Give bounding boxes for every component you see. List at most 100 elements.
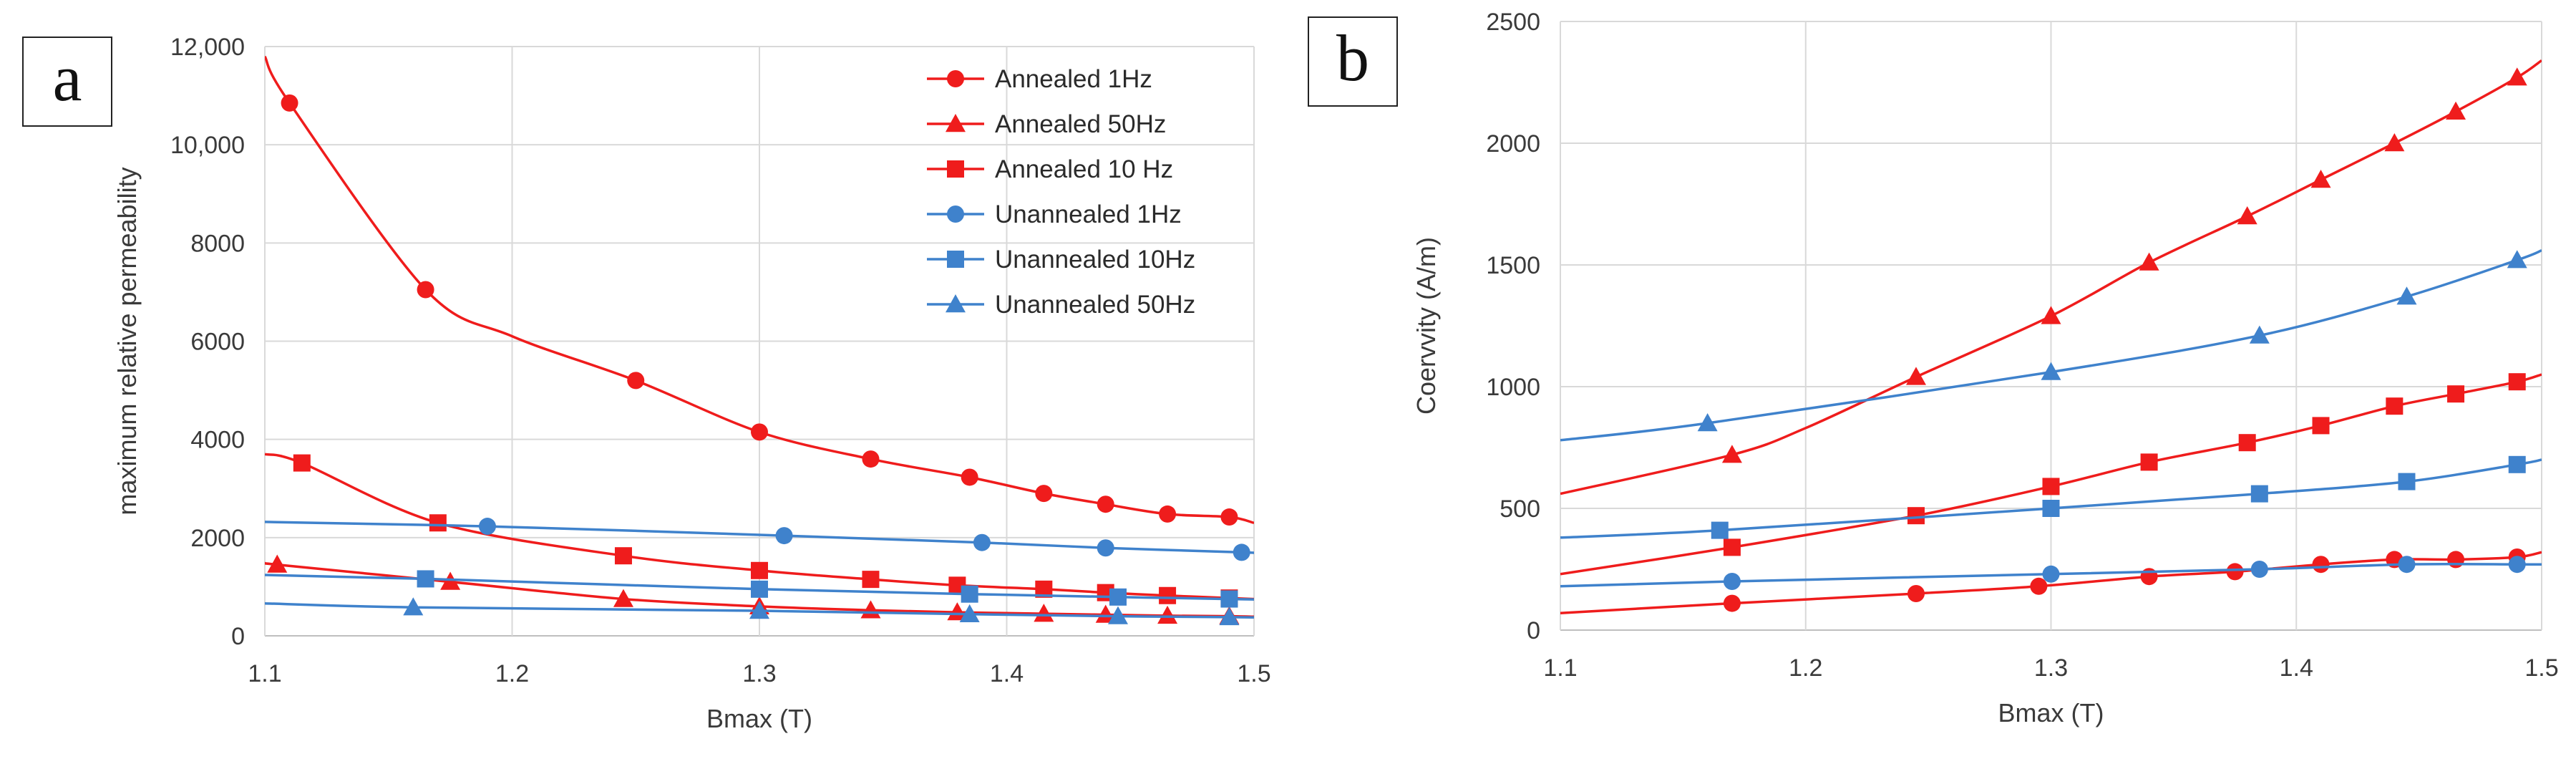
series-annealed-10-hz	[1560, 373, 2542, 576]
legend-marker	[946, 114, 966, 132]
legend-marker	[947, 205, 964, 223]
data-point	[1159, 505, 1177, 523]
x-axis-label: Bmax (T)	[706, 704, 812, 733]
y-tick-label: 6000	[190, 329, 245, 356]
x-tick-label: 1.3	[2034, 654, 2068, 682]
data-point	[749, 601, 769, 619]
data-point	[1907, 585, 1925, 602]
data-point	[613, 589, 633, 607]
x-tick-label: 1.2	[1789, 654, 1822, 682]
data-point	[961, 468, 978, 486]
legend-item: Annealed 50Hz	[927, 110, 1166, 138]
data-point	[751, 561, 768, 579]
legend-label: Unannealed 1Hz	[995, 200, 1182, 228]
data-point	[403, 597, 424, 616]
data-point	[2398, 556, 2416, 574]
panel-a-tag-label: a	[53, 42, 82, 115]
series-line	[265, 521, 1254, 554]
legend-marker	[947, 70, 964, 87]
panel-b-tag-label: b	[1336, 21, 1369, 95]
series-unannealed-1hz	[265, 518, 1254, 561]
data-point	[959, 604, 980, 623]
data-point	[2508, 373, 2526, 391]
legend-marker	[947, 251, 964, 268]
x-tick-label: 1.2	[495, 660, 529, 687]
y-tick-label: 2500	[1486, 9, 1540, 36]
data-point	[751, 580, 768, 598]
series-unannealed-10hz	[265, 570, 1254, 608]
data-point	[1233, 543, 1250, 561]
data-point	[614, 547, 632, 565]
y-tick-label: 1500	[1486, 252, 1540, 279]
data-point	[1219, 606, 1240, 626]
x-tick-label: 1.4	[2280, 654, 2313, 682]
data-point	[1034, 604, 1054, 622]
y-tick-label: 500	[1500, 495, 1540, 523]
data-point	[2250, 561, 2268, 578]
data-point	[2237, 206, 2257, 225]
data-point	[2447, 551, 2465, 569]
data-point	[2446, 101, 2466, 120]
data-point	[2249, 325, 2270, 344]
x-tick-label: 1.5	[1237, 660, 1270, 687]
data-point	[2507, 67, 2527, 86]
y-axis-label: Coervvity (A/m)	[1411, 237, 1441, 415]
data-point	[1723, 573, 1741, 590]
data-point	[2042, 478, 2060, 495]
data-point	[2310, 170, 2331, 188]
data-point	[2386, 397, 2404, 415]
data-point	[2508, 455, 2526, 473]
data-point	[267, 554, 288, 573]
data-point	[2041, 306, 2061, 324]
series-annealed-1hz	[265, 55, 1254, 526]
data-point	[1723, 594, 1741, 612]
x-tick-label: 1.4	[990, 660, 1024, 687]
panel-b-chart: 0 500 1000 1500 2000 2500 1.1 1.2 1.3 1.4 1.5 Bmax …	[1411, 9, 2559, 727]
legend-label: Unannealed 50Hz	[995, 291, 1195, 319]
data-point	[1220, 590, 1238, 608]
data-point	[2030, 577, 2048, 595]
data-point	[1109, 588, 1127, 606]
data-point	[2384, 133, 2405, 152]
data-point	[429, 514, 447, 532]
x-tick-label: 1.3	[742, 660, 776, 687]
y-tick-label: 0	[1527, 617, 1540, 644]
data-point	[1907, 507, 1925, 525]
data-point	[2507, 250, 2527, 269]
data-point	[293, 454, 311, 472]
data-point	[2312, 556, 2330, 574]
data-point	[417, 281, 434, 299]
legend-item: Unannealed 1Hz	[927, 200, 1182, 228]
data-point	[2250, 485, 2268, 503]
series-unannealed-1hz	[1560, 556, 2542, 590]
data-point	[2508, 556, 2526, 574]
legend-marker	[946, 294, 966, 313]
data-point	[627, 372, 645, 390]
panel-b-tag: b	[1308, 16, 1398, 107]
legend-label: Annealed 50Hz	[995, 110, 1166, 138]
y-tick-label: 8000	[190, 230, 245, 257]
data-point	[1095, 604, 1116, 623]
data-point	[1723, 538, 1741, 556]
legend-label: Annealed 1Hz	[995, 65, 1152, 93]
data-point	[1035, 485, 1053, 503]
legend-label: Unannealed 10Hz	[995, 246, 1195, 274]
data-point	[862, 571, 880, 589]
data-point	[1905, 367, 1926, 385]
data-point	[1159, 586, 1177, 604]
data-point	[2398, 473, 2416, 490]
series-unannealed-50hz	[265, 597, 1254, 626]
x-axis-label: Bmax (T)	[1998, 698, 2104, 727]
data-point	[973, 533, 991, 551]
data-point	[1157, 605, 1178, 624]
y-axis-label: maximum relative permeability	[112, 167, 142, 515]
data-point	[1220, 508, 1238, 526]
data-point	[2238, 434, 2256, 452]
x-tick-label: 1.1	[1543, 654, 1577, 682]
series-line	[265, 55, 1254, 524]
x-tick-label: 1.1	[248, 660, 281, 687]
data-point	[1097, 539, 1114, 557]
data-point	[1697, 413, 1718, 432]
series-annealed-50hz	[1560, 59, 2542, 495]
